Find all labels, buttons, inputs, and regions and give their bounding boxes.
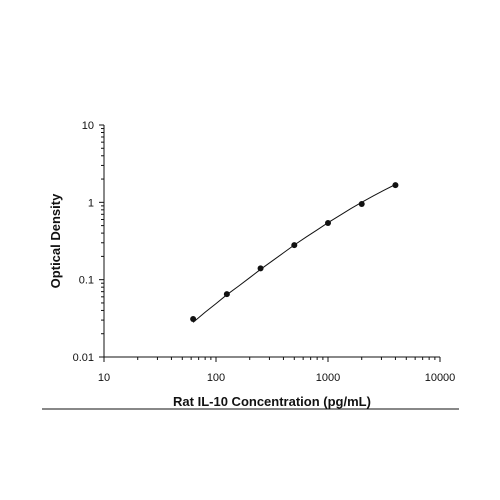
y-tick-label: 1 — [88, 197, 94, 209]
fit-curve-layer — [192, 184, 396, 323]
y-tick-label: 10 — [82, 120, 94, 132]
y-tick-label: 0.1 — [79, 275, 94, 287]
data-points-layer — [190, 182, 399, 323]
x-axis-title: Rat IL-10 Concentration (pg/mL) — [173, 394, 371, 409]
axes — [42, 124, 459, 410]
x-tick-label: 100 — [207, 372, 225, 384]
data-point — [291, 242, 298, 249]
data-point — [257, 265, 264, 272]
data-point — [223, 291, 230, 298]
x-tick-label: 10000 — [425, 372, 456, 384]
data-point — [392, 182, 399, 189]
y-axis-title: Optical Density — [48, 193, 63, 288]
data-point — [325, 220, 331, 227]
data-point — [190, 316, 197, 323]
x-tick-label: 1000 — [316, 372, 340, 384]
tick-labels-layer: 0.01 0.1 1 10 10 100 1000 10000 — [73, 120, 456, 384]
data-point — [358, 201, 365, 208]
y-tick-label: 0.01 — [73, 352, 94, 364]
fit-curve-line — [192, 184, 396, 323]
x-tick-label: 10 — [98, 372, 110, 384]
